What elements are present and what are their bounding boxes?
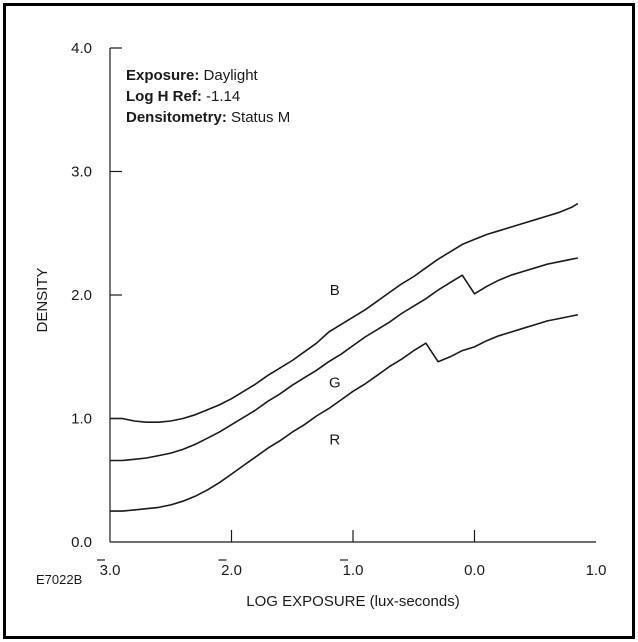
curve-label-B: B	[330, 282, 340, 299]
y-tick-label: 4.0	[71, 40, 92, 57]
figure-frame	[3, 3, 635, 639]
info-row: Log H Ref: -1.14	[126, 88, 240, 105]
info-row: Exposure: Daylight	[126, 67, 259, 84]
x-tick-label: 3.0	[100, 562, 121, 579]
info-box: Exposure: Daylight Log H Ref: -1.14 Densit…	[126, 67, 290, 126]
x-tick-label: 2.0	[221, 562, 242, 579]
curve-label-R: R	[329, 431, 340, 448]
curve-R	[110, 314, 578, 512]
info-value: Status M	[231, 109, 290, 126]
info-value: -1.14	[206, 88, 240, 105]
figure-id: E7022B	[36, 572, 82, 587]
y-tick-label: 3.0	[71, 164, 92, 181]
info-row: Densitometry: Status M	[126, 109, 290, 126]
x-tick-label: 0.0	[464, 562, 485, 579]
y-tick-label: 0.0	[71, 534, 92, 551]
y-tick-label: 1.0	[71, 411, 92, 428]
curves: B G R	[110, 202, 579, 512]
info-key: Densitometry:	[126, 109, 231, 126]
y-axis-label: DENSITY	[34, 267, 51, 332]
y-tick-label: 2.0	[71, 287, 92, 304]
info-key: Log H Ref:	[126, 88, 206, 105]
curve-label-G: G	[329, 375, 341, 392]
x-ticks: 3.0 2.0 1.0 0.0 1.0	[97, 530, 606, 579]
curve-G	[110, 257, 578, 462]
x-tick-label: 1.0	[343, 562, 364, 579]
x-tick-label: 1.0	[586, 562, 607, 579]
x-axis-label: LOG EXPOSURE (lux-seconds)	[246, 593, 459, 610]
info-value: Daylight	[204, 67, 259, 84]
info-key: Exposure:	[126, 67, 204, 84]
y-ticks: 0.0 1.0 2.0 3.0 4.0	[71, 40, 122, 551]
curve-B	[110, 202, 579, 423]
